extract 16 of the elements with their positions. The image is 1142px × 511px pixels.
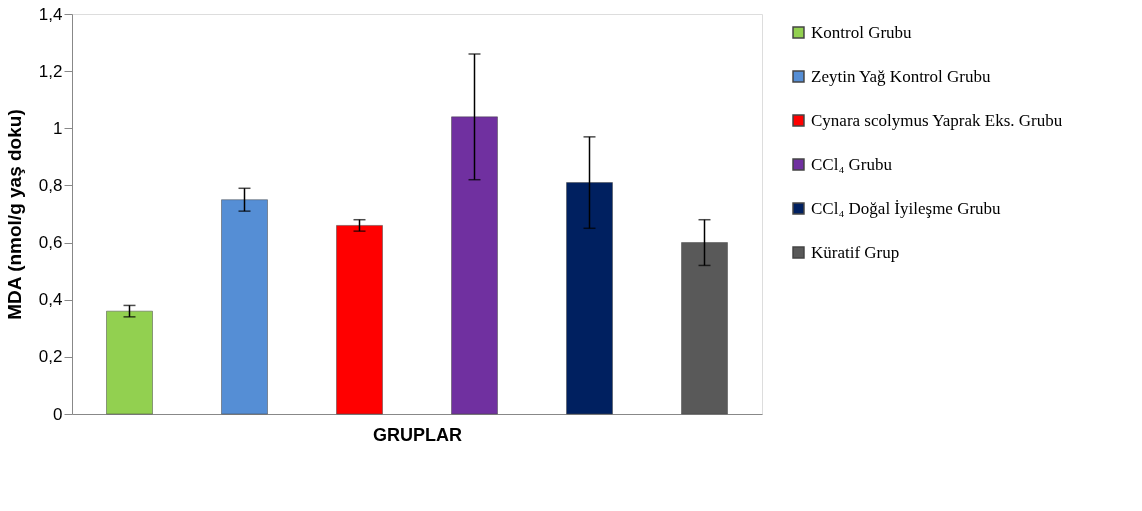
legend-label: Kontrol Grubu xyxy=(811,22,913,42)
y-tick-label: 0,2 xyxy=(38,347,63,367)
y-axis-title: MDA (nmol/g yaş doku) xyxy=(3,109,25,320)
y-tick-label: 1 xyxy=(53,118,63,138)
legend-label: Küratif Grup xyxy=(811,242,900,262)
y-tick-label: 0 xyxy=(53,404,63,424)
legend-label: CCl₄ Grubu xyxy=(811,154,893,174)
y-tick-label: 1,4 xyxy=(38,4,63,24)
y-tick-label: 0,6 xyxy=(38,233,63,253)
legend-label: Cynara scolymus Yaprak Eks. Grubu xyxy=(811,110,1063,130)
y-tick-label: 0,8 xyxy=(38,175,63,195)
legend-label: CCl₄ Doğal İyileşme Grubu xyxy=(811,198,1002,218)
y-tick-label: 1,2 xyxy=(38,61,63,81)
y-tick-label: 0,4 xyxy=(38,290,63,310)
legend-label: Zeytin Yağ Kontrol Grubu xyxy=(811,66,991,86)
x-axis-title: GRUPLAR xyxy=(373,424,462,445)
